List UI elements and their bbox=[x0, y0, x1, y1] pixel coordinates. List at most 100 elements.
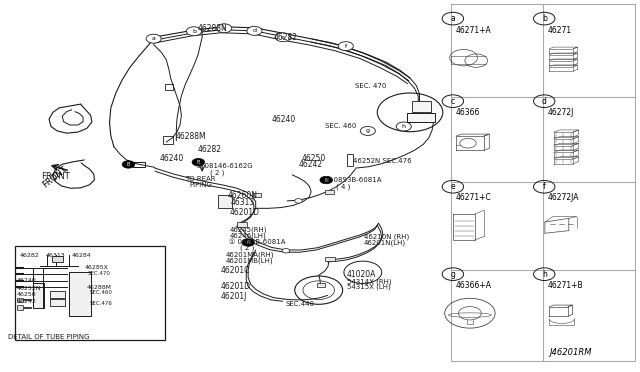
Text: d: d bbox=[252, 28, 257, 33]
Text: J46201RM: J46201RM bbox=[549, 348, 592, 357]
Text: 46245(RH): 46245(RH) bbox=[229, 226, 267, 233]
Text: 46272J: 46272J bbox=[547, 108, 574, 117]
Text: 46366+A: 46366+A bbox=[456, 281, 492, 290]
Text: 46271+C: 46271+C bbox=[456, 193, 492, 202]
Text: 46271: 46271 bbox=[547, 26, 572, 35]
Text: f: f bbox=[345, 44, 347, 49]
Text: FRONT: FRONT bbox=[41, 172, 70, 181]
Text: 46240: 46240 bbox=[160, 154, 184, 163]
Text: 46242: 46242 bbox=[16, 299, 36, 304]
Circle shape bbox=[186, 27, 202, 36]
Circle shape bbox=[282, 248, 290, 253]
Circle shape bbox=[146, 34, 161, 43]
Text: SEC.460: SEC.460 bbox=[90, 290, 113, 295]
Text: 46240: 46240 bbox=[16, 278, 36, 283]
Text: 46210N (RH): 46210N (RH) bbox=[364, 234, 410, 240]
Bar bbox=[52, 256, 63, 262]
Text: 46285X: 46285X bbox=[84, 264, 108, 270]
Text: c: c bbox=[223, 26, 226, 31]
Text: 46240: 46240 bbox=[271, 115, 296, 124]
Text: 46201C: 46201C bbox=[221, 266, 250, 275]
Text: 46282: 46282 bbox=[19, 253, 39, 259]
Bar bbox=[165, 84, 173, 90]
Bar bbox=[237, 222, 247, 227]
Text: SEC.476: SEC.476 bbox=[90, 301, 113, 306]
Text: g: g bbox=[366, 128, 370, 134]
Text: g: g bbox=[451, 270, 455, 279]
Bar bbox=[218, 195, 232, 208]
Text: 46282: 46282 bbox=[273, 33, 298, 42]
Text: ① 0893B-6081A: ① 0893B-6081A bbox=[325, 177, 381, 183]
Circle shape bbox=[396, 122, 412, 131]
Text: e: e bbox=[451, 182, 455, 191]
Text: 46288M: 46288M bbox=[87, 285, 112, 290]
Text: N: N bbox=[246, 240, 250, 245]
Circle shape bbox=[323, 178, 330, 182]
Text: h: h bbox=[402, 124, 406, 129]
Text: SEC. 470: SEC. 470 bbox=[355, 83, 387, 89]
Text: ③ 08146-6162G: ③ 08146-6162G bbox=[196, 163, 253, 169]
Bar bbox=[50, 299, 65, 306]
Circle shape bbox=[275, 33, 291, 42]
Bar bbox=[317, 283, 325, 287]
Text: 46201D: 46201D bbox=[221, 282, 251, 291]
Text: 46201MB(LH): 46201MB(LH) bbox=[226, 257, 274, 264]
Text: f: f bbox=[543, 182, 546, 191]
Text: PIPING: PIPING bbox=[189, 182, 212, 187]
Circle shape bbox=[360, 126, 376, 135]
Text: B: B bbox=[196, 160, 200, 165]
Text: 46271+A: 46271+A bbox=[456, 26, 492, 35]
Text: 46288M: 46288M bbox=[176, 132, 206, 141]
Bar bbox=[68, 272, 91, 316]
Bar bbox=[15, 246, 165, 340]
Text: 46201N(LH): 46201N(LH) bbox=[364, 240, 406, 246]
Text: 46271+B: 46271+B bbox=[547, 281, 583, 290]
Bar bbox=[412, 101, 431, 112]
Text: 41020A: 41020A bbox=[347, 270, 376, 279]
Bar bbox=[17, 305, 23, 310]
Text: 46288N: 46288N bbox=[198, 24, 227, 33]
Text: 46366: 46366 bbox=[456, 108, 481, 117]
Text: 46242: 46242 bbox=[298, 160, 323, 169]
Circle shape bbox=[295, 199, 302, 203]
Text: 46282: 46282 bbox=[198, 145, 221, 154]
Bar bbox=[133, 162, 145, 167]
Text: ( 2 ): ( 2 ) bbox=[211, 170, 225, 176]
Bar bbox=[407, 113, 435, 122]
Bar bbox=[163, 136, 173, 144]
Bar bbox=[17, 298, 23, 302]
Text: 46252N SEC.476: 46252N SEC.476 bbox=[353, 158, 412, 164]
Text: TO REAR: TO REAR bbox=[185, 176, 216, 182]
Text: a: a bbox=[152, 36, 156, 41]
Text: ( 2 ): ( 2 ) bbox=[240, 245, 254, 251]
Text: 54314X (RH): 54314X (RH) bbox=[347, 278, 392, 285]
Text: 46250: 46250 bbox=[16, 292, 36, 298]
Text: c: c bbox=[451, 97, 455, 106]
Text: 46201MA(RH): 46201MA(RH) bbox=[226, 251, 275, 258]
Bar bbox=[253, 193, 261, 197]
Text: ① 0891B-6081A: ① 0891B-6081A bbox=[229, 239, 285, 245]
Text: ( 4 ): ( 4 ) bbox=[337, 183, 351, 190]
Text: 46284: 46284 bbox=[72, 253, 92, 259]
Text: 46260N: 46260N bbox=[227, 191, 257, 200]
Text: 46246(LH): 46246(LH) bbox=[229, 232, 266, 239]
Circle shape bbox=[216, 24, 232, 33]
Bar bbox=[50, 291, 65, 298]
Text: N: N bbox=[324, 177, 328, 183]
Text: 46201J: 46201J bbox=[221, 292, 248, 301]
Text: a: a bbox=[451, 14, 455, 23]
Text: DETAIL OF TUBE PIPING: DETAIL OF TUBE PIPING bbox=[8, 334, 90, 340]
Text: FRONT: FRONT bbox=[41, 164, 70, 189]
Bar bbox=[33, 283, 44, 308]
Text: SEC.470: SEC.470 bbox=[88, 270, 110, 276]
Text: e: e bbox=[281, 35, 285, 40]
Text: 46252N: 46252N bbox=[16, 286, 41, 291]
Circle shape bbox=[192, 158, 205, 166]
Text: b: b bbox=[542, 14, 547, 23]
Text: SEC.440: SEC.440 bbox=[286, 301, 315, 307]
Text: 46250: 46250 bbox=[301, 154, 326, 163]
Circle shape bbox=[244, 240, 252, 245]
Bar bbox=[347, 154, 353, 166]
Bar bbox=[451, 4, 635, 361]
Circle shape bbox=[242, 239, 255, 246]
